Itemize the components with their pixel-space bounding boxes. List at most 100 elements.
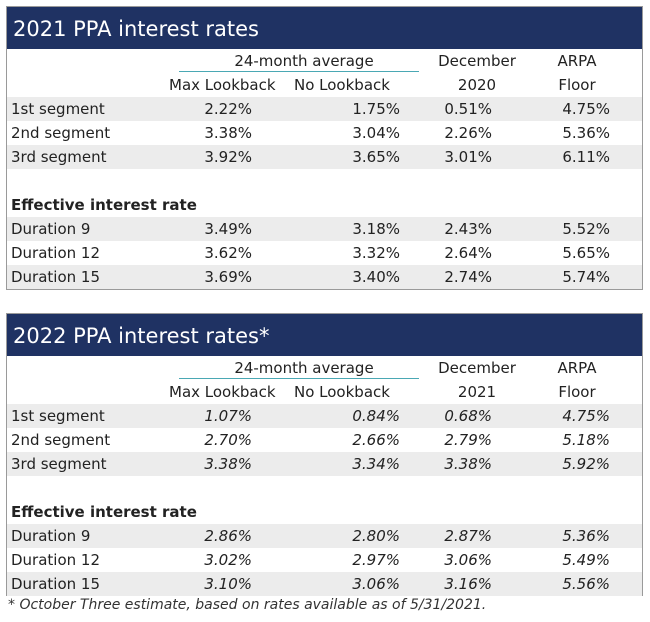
- header-row-1: 24-month average December ARPA: [7, 49, 642, 73]
- col2-header: No Lookback: [294, 383, 390, 401]
- col4-header-line1: ARPA: [557, 359, 597, 377]
- table-row: Duration 15 3.10% 3.06% 3.16% 5.56%: [7, 572, 642, 596]
- row-label: 2nd segment: [11, 431, 111, 449]
- max-lookback-value: 3.62%: [204, 244, 252, 262]
- no-lookback-value: 3.18%: [352, 220, 400, 238]
- no-lookback-value: 3.65%: [352, 148, 400, 166]
- arpa-floor-value: 5.65%: [562, 244, 610, 262]
- col1-header: Max Lookback: [169, 76, 276, 94]
- table-row: Duration 9 3.49% 3.18% 2.43% 5.52%: [7, 217, 642, 241]
- arpa-floor-value: 4.75%: [562, 100, 610, 118]
- arpa-floor-value: 4.75%: [562, 407, 610, 425]
- table-row: Duration 12 3.62% 3.32% 2.64% 5.65%: [7, 241, 642, 265]
- december-value: 3.01%: [444, 148, 492, 166]
- max-lookback-value: 3.38%: [204, 455, 252, 473]
- december-value: 2.43%: [444, 220, 492, 238]
- no-lookback-value: 0.84%: [352, 407, 400, 425]
- no-lookback-value: 2.97%: [352, 551, 400, 569]
- table-row: 3rd segment 3.92% 3.65% 3.01% 6.11%: [7, 145, 642, 169]
- december-value: 0.51%: [444, 100, 492, 118]
- max-lookback-value: 1.07%: [204, 407, 252, 425]
- table-row: Duration 9 2.86% 2.80% 2.87% 5.36%: [7, 524, 642, 548]
- table-row: 1st segment 2.22% 1.75% 0.51% 4.75%: [7, 97, 642, 121]
- col4-header-line2: Floor: [558, 76, 596, 94]
- arpa-floor-value: 5.74%: [562, 268, 610, 286]
- footnote: * October Three estimate, based on rates…: [8, 597, 487, 613]
- december-value: 2.74%: [444, 268, 492, 286]
- no-lookback-value: 3.04%: [352, 124, 400, 142]
- december-value: 2.79%: [444, 431, 492, 449]
- no-lookback-value: 1.75%: [352, 100, 400, 118]
- december-value: 3.06%: [444, 551, 492, 569]
- no-lookback-value: 3.34%: [352, 455, 400, 473]
- col3-header-line2: 2021: [457, 383, 497, 401]
- header-row-1: 24-month average December ARPA: [7, 356, 642, 380]
- row-label: 1st segment: [11, 100, 105, 118]
- group-rule: [179, 378, 419, 379]
- spacer: [7, 476, 642, 500]
- december-value: 2.64%: [444, 244, 492, 262]
- arpa-floor-value: 5.52%: [562, 220, 610, 238]
- col2-header: No Lookback: [294, 76, 390, 94]
- row-label: Duration 12: [11, 244, 101, 262]
- row-label: Duration 9: [11, 220, 91, 238]
- max-lookback-value: 2.70%: [204, 431, 252, 449]
- no-lookback-value: 2.66%: [352, 431, 400, 449]
- arpa-floor-value: 5.36%: [562, 527, 610, 545]
- group-header: 24-month average: [234, 52, 374, 70]
- group-header: 24-month average: [234, 359, 374, 377]
- table-row: Duration 12 3.02% 2.97% 3.06% 5.49%: [7, 548, 642, 572]
- table-row: 2nd segment 2.70% 2.66% 2.79% 5.18%: [7, 428, 642, 452]
- december-value: 3.38%: [444, 455, 492, 473]
- row-label: 3rd segment: [11, 148, 107, 166]
- no-lookback-value: 3.32%: [352, 244, 400, 262]
- no-lookback-value: 3.06%: [352, 575, 400, 593]
- table-title: 2021 PPA interest rates: [7, 7, 642, 49]
- row-label: 1st segment: [11, 407, 105, 425]
- december-value: 2.26%: [444, 124, 492, 142]
- max-lookback-value: 3.10%: [204, 575, 252, 593]
- max-lookback-value: 3.38%: [204, 124, 252, 142]
- max-lookback-value: 2.86%: [204, 527, 252, 545]
- arpa-floor-value: 5.49%: [562, 551, 610, 569]
- spacer: [7, 169, 642, 193]
- section-heading-row: Effective interest rate: [7, 193, 642, 217]
- col1-header: Max Lookback: [169, 383, 276, 401]
- table-row: 2nd segment 3.38% 3.04% 2.26% 5.36%: [7, 121, 642, 145]
- december-value: 3.16%: [444, 575, 492, 593]
- table-row: Duration 15 3.69% 3.40% 2.74% 5.74%: [7, 265, 642, 289]
- max-lookback-value: 3.92%: [204, 148, 252, 166]
- arpa-floor-value: 5.36%: [562, 124, 610, 142]
- arpa-floor-value: 6.11%: [562, 148, 610, 166]
- table-2021-ppa: 2021 PPA interest rates 24-month average…: [6, 6, 643, 290]
- december-value: 2.87%: [444, 527, 492, 545]
- arpa-floor-value: 5.56%: [562, 575, 610, 593]
- table-2022-ppa: 2022 PPA interest rates* 24-month averag…: [6, 313, 643, 596]
- no-lookback-value: 2.80%: [352, 527, 400, 545]
- col3-header-line1: December: [438, 52, 516, 70]
- arpa-floor-value: 5.18%: [562, 431, 610, 449]
- no-lookback-value: 3.40%: [352, 268, 400, 286]
- col3-header-line1: December: [438, 359, 516, 377]
- table-row: 3rd segment 3.38% 3.34% 3.38% 5.92%: [7, 452, 642, 476]
- arpa-floor-value: 5.92%: [562, 455, 610, 473]
- col3-header-line2: 2020: [457, 76, 497, 94]
- max-lookback-value: 3.02%: [204, 551, 252, 569]
- december-value: 0.68%: [444, 407, 492, 425]
- section-heading-row: Effective interest rate: [7, 500, 642, 524]
- header-row-2: Max Lookback No Lookback 2020 Floor: [7, 73, 642, 97]
- row-label: 2nd segment: [11, 124, 111, 142]
- row-label: 3rd segment: [11, 455, 107, 473]
- col4-header-line1: ARPA: [557, 52, 597, 70]
- row-label: Duration 15: [11, 268, 101, 286]
- header-row-2: Max Lookback No Lookback 2021 Floor: [7, 380, 642, 404]
- row-label: Duration 9: [11, 527, 91, 545]
- effective-rate-heading: Effective interest rate: [11, 503, 197, 521]
- group-rule: [179, 71, 419, 72]
- col4-header-line2: Floor: [558, 383, 596, 401]
- table-row: 1st segment 1.07% 0.84% 0.68% 4.75%: [7, 404, 642, 428]
- max-lookback-value: 2.22%: [204, 100, 252, 118]
- max-lookback-value: 3.69%: [204, 268, 252, 286]
- row-label: Duration 15: [11, 575, 101, 593]
- row-label: Duration 12: [11, 551, 101, 569]
